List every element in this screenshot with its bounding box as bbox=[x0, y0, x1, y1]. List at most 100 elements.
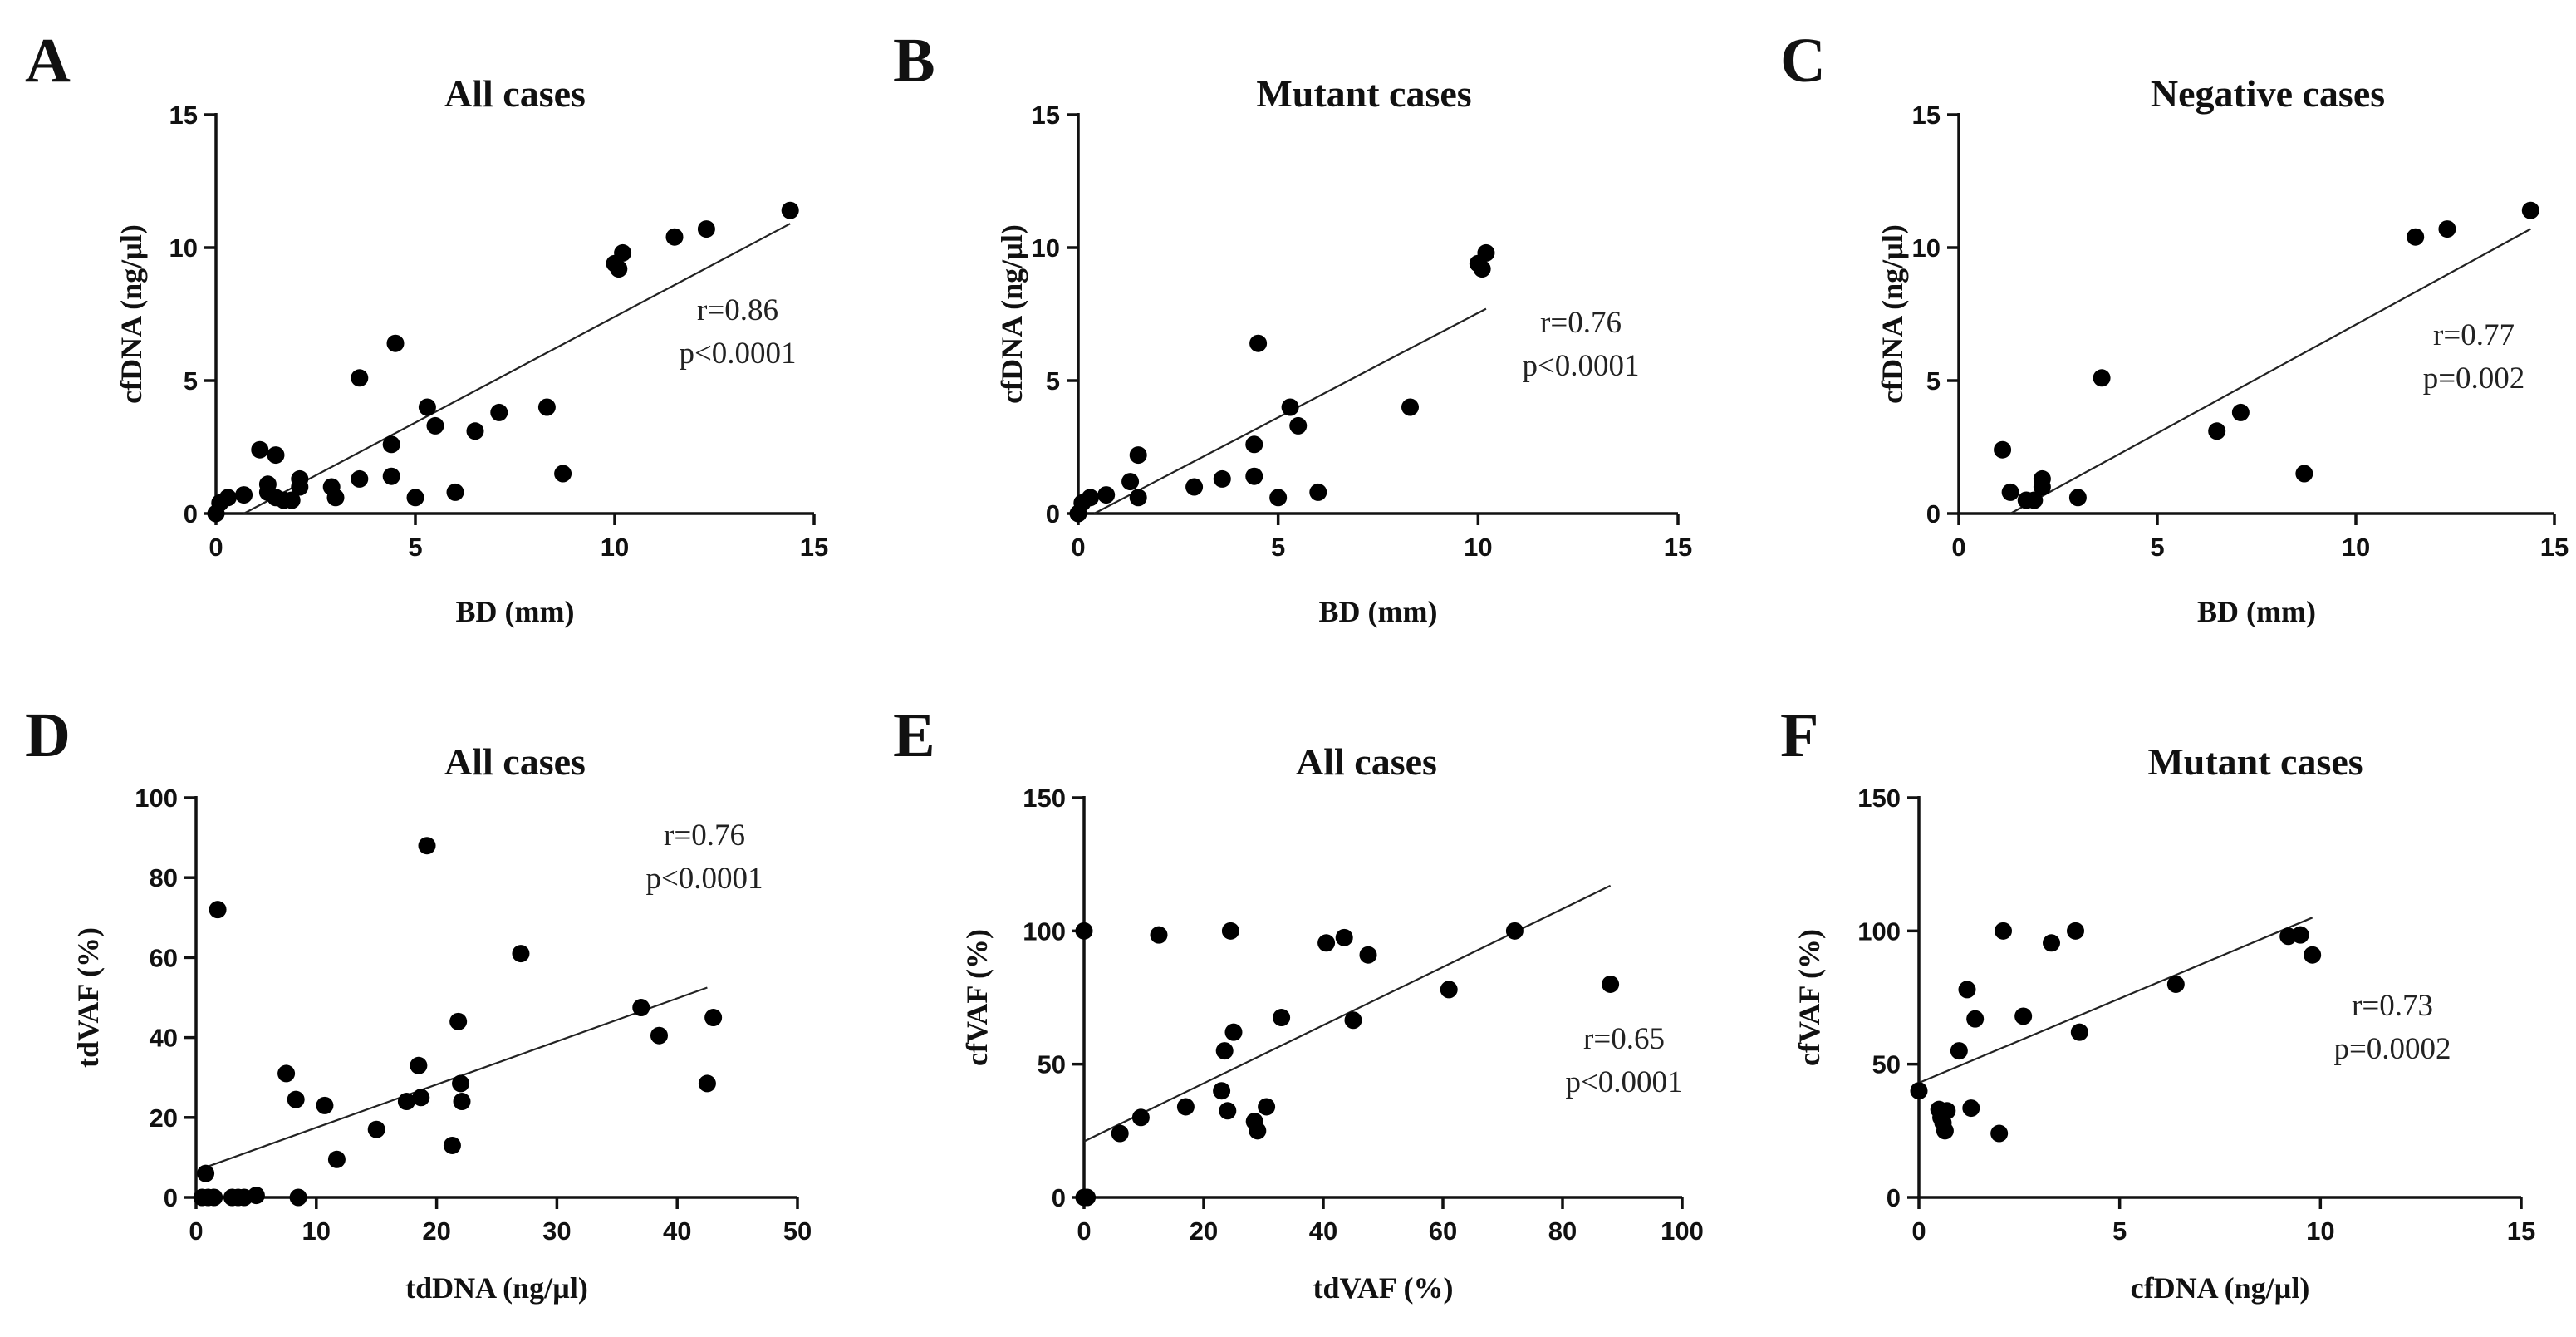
y-axis-label: cfDNA (ng/µl) bbox=[995, 224, 1028, 404]
y-axis-label: tdVAF (%) bbox=[71, 927, 105, 1068]
data-point bbox=[2014, 1007, 2033, 1025]
y-tick-label: 50 bbox=[1038, 1050, 1066, 1079]
x-tick-label: 40 bbox=[663, 1217, 691, 1246]
data-point bbox=[218, 489, 237, 507]
x-tick-label: 10 bbox=[1464, 533, 1492, 562]
data-point bbox=[1344, 1011, 1362, 1030]
data-point bbox=[367, 1120, 385, 1138]
data-point bbox=[382, 467, 400, 485]
p-value: p<0.0001 bbox=[1565, 1065, 1682, 1099]
regression-line bbox=[1918, 917, 2313, 1084]
data-point bbox=[197, 1164, 215, 1182]
panel-b: B Mutant cases 0 5 10 15 0 5 10 15 BD (mm) cfDNA (n… bbox=[893, 26, 1692, 628]
x-tick-label: 20 bbox=[1190, 1217, 1218, 1246]
data-point bbox=[1335, 928, 1353, 946]
data-point bbox=[382, 435, 400, 454]
data-point bbox=[1131, 1108, 1150, 1127]
data-point bbox=[1936, 1122, 1954, 1140]
data-point bbox=[1995, 922, 2012, 940]
data-point bbox=[1938, 1102, 1956, 1120]
data-point bbox=[490, 403, 508, 421]
data-point bbox=[2438, 220, 2456, 238]
data-point bbox=[2093, 369, 2111, 387]
x-tick-label: 0 bbox=[1911, 1217, 1926, 1246]
data-point bbox=[1359, 946, 1377, 964]
y-tick-label: 15 bbox=[1912, 101, 1941, 130]
data-point bbox=[327, 1150, 346, 1168]
x-axis-label: BD (mm) bbox=[1319, 595, 1438, 628]
data-point bbox=[1309, 483, 1327, 501]
data-point bbox=[1078, 1188, 1097, 1207]
data-point bbox=[698, 1074, 716, 1093]
data-point bbox=[277, 1064, 296, 1083]
y-axis-label: cfVAF (%) bbox=[1793, 929, 1826, 1066]
r-value: r=0.76 bbox=[664, 818, 745, 853]
data-point bbox=[1440, 981, 1458, 999]
data-point bbox=[410, 1056, 428, 1074]
y-axis-label: cfVAF (%) bbox=[960, 929, 994, 1066]
chart-title: All cases bbox=[444, 740, 586, 783]
y-tick-label: 0 bbox=[184, 499, 198, 528]
panel-c: C Negative cases 0 5 10 15 0 5 10 15 BD (mm) cfDNA … bbox=[1780, 26, 2569, 628]
data-point bbox=[1129, 489, 1147, 507]
x-tick-label: 5 bbox=[1271, 533, 1285, 562]
data-point bbox=[1473, 260, 1491, 278]
x-tick-label: 15 bbox=[1664, 533, 1692, 562]
x-tick-label: 0 bbox=[209, 533, 223, 562]
y-tick-label: 50 bbox=[1872, 1050, 1901, 1079]
panel-e: E All cases 0 20 40 60 80 100 0 50 100 150 tdVAF (%)… bbox=[893, 700, 1704, 1305]
data-point bbox=[247, 1187, 265, 1205]
chart-title: Negative cases bbox=[2151, 72, 2385, 115]
x-tick-label: 10 bbox=[2342, 533, 2370, 562]
regression-line bbox=[199, 986, 708, 1171]
data-point bbox=[406, 489, 424, 507]
r-value: r=0.73 bbox=[2352, 989, 2433, 1023]
x-tick-label: 5 bbox=[408, 533, 422, 562]
data-point bbox=[1176, 1098, 1195, 1116]
data-point bbox=[1602, 975, 1620, 993]
data-point bbox=[453, 1093, 471, 1111]
data-point bbox=[443, 1136, 461, 1154]
panel-letter: C bbox=[1780, 26, 1826, 96]
data-point bbox=[1401, 398, 1420, 416]
x-axis-label: tdVAF (%) bbox=[1313, 1271, 1454, 1305]
data-point bbox=[351, 369, 369, 387]
data-point bbox=[1219, 1102, 1237, 1120]
data-point bbox=[205, 1188, 223, 1207]
x-tick-label: 50 bbox=[783, 1217, 812, 1246]
data-point bbox=[449, 1012, 468, 1030]
y-tick-label: 5 bbox=[184, 366, 198, 396]
y-tick-label: 0 bbox=[1046, 499, 1060, 528]
data-point bbox=[697, 220, 715, 238]
data-point bbox=[1962, 1099, 1980, 1118]
data-point bbox=[2208, 422, 2226, 440]
y-axis-label: cfDNA (ng/µl) bbox=[1876, 224, 1909, 404]
chart-title: Mutant cases bbox=[2147, 740, 2363, 783]
panel-letter: B bbox=[893, 26, 935, 96]
data-point bbox=[235, 486, 253, 504]
y-tick-label: 15 bbox=[169, 101, 198, 130]
y-tick-label: 5 bbox=[1926, 366, 1941, 396]
data-point bbox=[251, 440, 269, 459]
x-axis-label: tdDNA (ng/µl) bbox=[405, 1271, 588, 1305]
r-value: r=0.76 bbox=[1540, 306, 1622, 340]
x-tick-label: 15 bbox=[800, 533, 828, 562]
data-point bbox=[1958, 981, 1976, 999]
x-tick-label: 80 bbox=[1548, 1217, 1577, 1246]
data-point bbox=[650, 1026, 668, 1045]
y-tick-label: 5 bbox=[1046, 366, 1060, 396]
y-tick-label: 15 bbox=[1032, 101, 1060, 130]
panel-letter: F bbox=[1780, 700, 1818, 770]
y-tick-label: 100 bbox=[1023, 917, 1066, 946]
data-point bbox=[1075, 922, 1093, 940]
y-tick-label: 80 bbox=[150, 863, 178, 892]
p-value: p=0.002 bbox=[2423, 361, 2525, 396]
r-value: r=0.65 bbox=[1583, 1022, 1665, 1056]
data-point bbox=[1213, 1082, 1231, 1100]
data-point bbox=[1129, 446, 1147, 465]
panel-d: D All cases 0 10 20 30 40 50 0 20 40 60 80 100 tdDNA (… bbox=[25, 700, 812, 1305]
data-point bbox=[1111, 1124, 1129, 1143]
data-point bbox=[704, 1009, 723, 1027]
y-tick-label: 60 bbox=[150, 943, 178, 972]
